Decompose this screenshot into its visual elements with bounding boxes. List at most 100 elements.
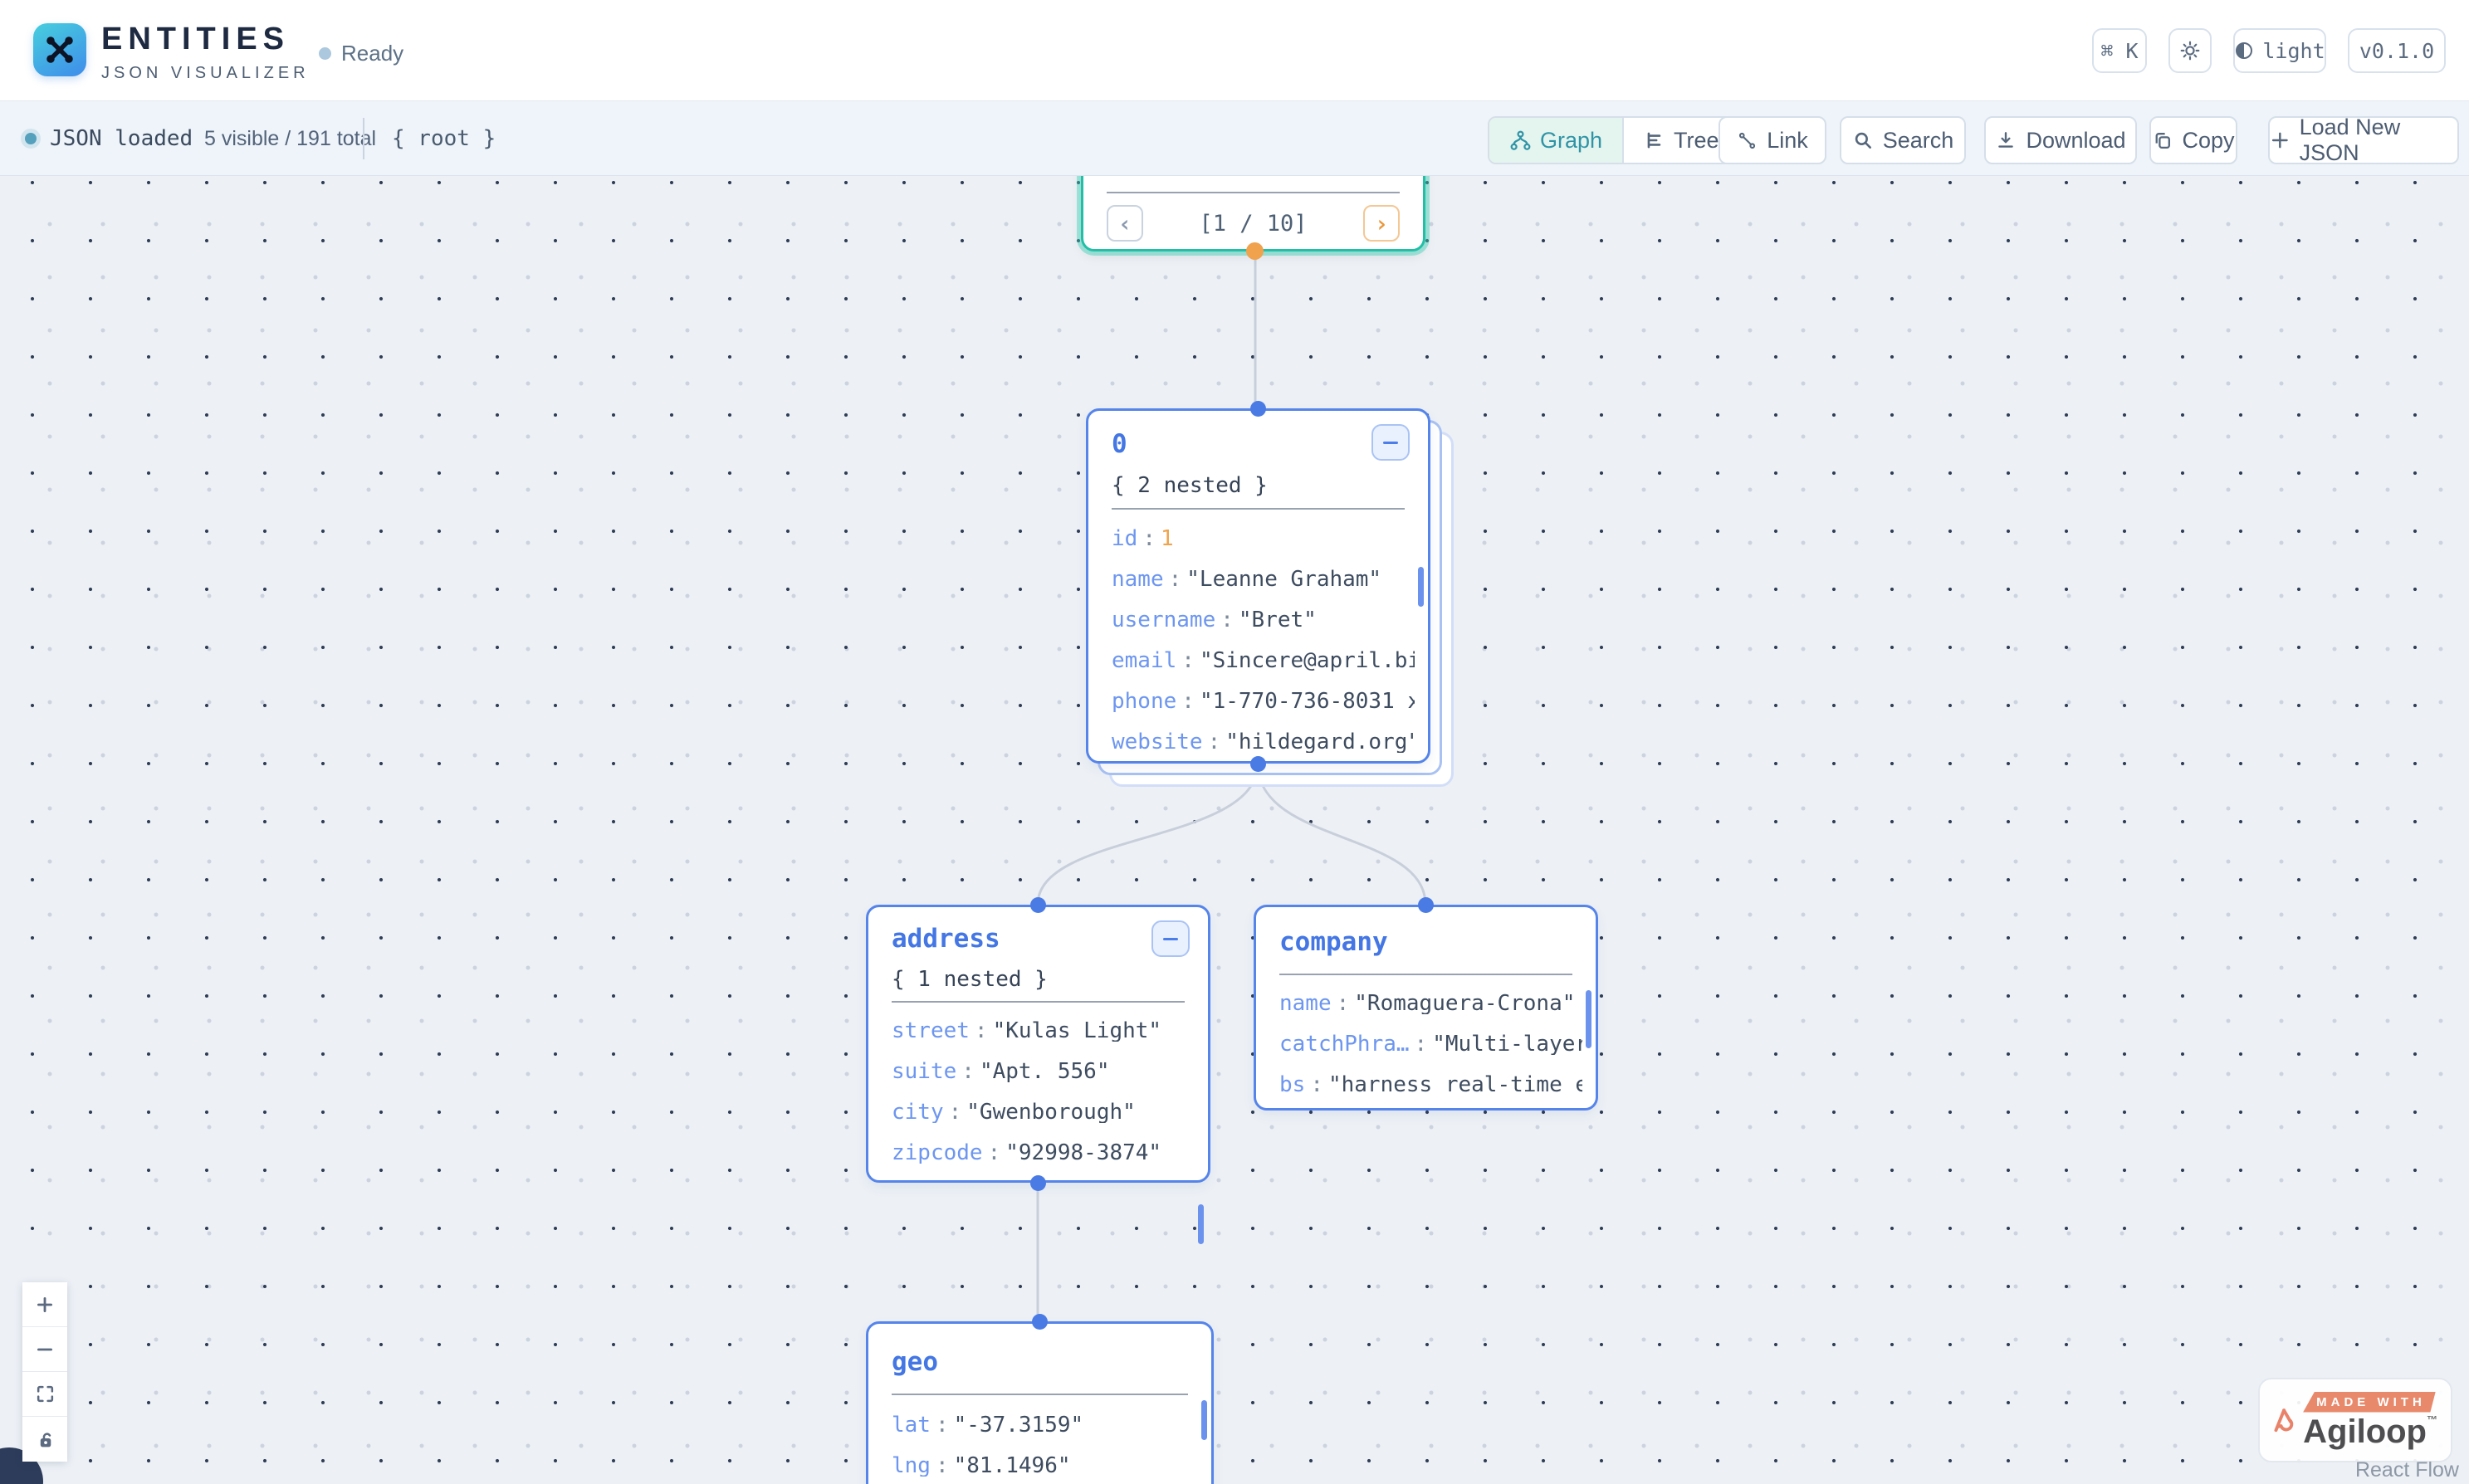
minus-icon (1163, 937, 1178, 940)
chevron-left-icon: ‹ (1117, 209, 1132, 237)
view-mode-segmented-control: Graph Tree (1488, 116, 1741, 164)
field-row: zipcode: "92998-3874" (892, 1140, 1162, 1164)
keyboard-shortcut-button[interactable]: ⌘ K (2092, 28, 2147, 73)
field-row: bs:"harness real-time e-… (1279, 1072, 1582, 1096)
canvas-controls (22, 1282, 67, 1462)
connection-handle[interactable] (1418, 897, 1434, 913)
search-button[interactable]: Search (1840, 116, 1966, 164)
app-title: ENTITIES (101, 22, 291, 56)
graph-edges (1036, 250, 1427, 1323)
download-label: Download (2026, 127, 2126, 153)
field-row: suite: "Apt. 556" (892, 1059, 1110, 1082)
field-row: email:"Sincere@april.biz" (1112, 648, 1415, 671)
agiloop-logo-icon (2274, 1408, 2294, 1433)
made-with-ribbon: MADE WITH (2303, 1391, 2436, 1413)
minus-icon (37, 1348, 52, 1350)
version-badge: v0.1.0 (2348, 28, 2446, 73)
tree-icon (1647, 132, 1661, 149)
field-row: phone:"1-770-736-8031 x5… (1112, 689, 1415, 712)
tab-graph-view[interactable]: Graph (1489, 118, 1623, 163)
node-title: address (892, 924, 1000, 954)
connection-handle[interactable] (1246, 242, 1264, 260)
graph-node-company[interactable]: company name: "Romaguera-Crona" catchPhra… (1254, 905, 1598, 1111)
download-button[interactable]: Download (1984, 116, 2137, 164)
pagination-node[interactable]: ‹ [1 / 10] › (1081, 176, 1425, 251)
field-row: id:1 (1112, 526, 1174, 549)
json-loaded-dot (25, 133, 37, 144)
field-row: lng: "81.1496" (892, 1453, 1071, 1477)
field-row: website: "hildegard.org" (1112, 730, 1415, 753)
graph-canvas[interactable]: ‹ [1 / 10] › 0 { 2 nested } id:1 name: "L… (0, 176, 2469, 1484)
minus-icon (1383, 441, 1398, 444)
shortcut-label: ⌘ K (2100, 38, 2139, 63)
sun-icon (2180, 41, 2200, 61)
node-title: geo (892, 1347, 938, 1377)
connection-handle[interactable] (1032, 1314, 1048, 1330)
made-with-agiloop-badge[interactable]: MADE WITH Agiloop™ (2258, 1378, 2452, 1462)
connection-handle[interactable] (1030, 1175, 1046, 1191)
zoom-in-button[interactable] (22, 1282, 67, 1327)
load-new-json-button[interactable]: Load New JSON (2268, 115, 2459, 165)
connection-handle[interactable] (1250, 401, 1266, 417)
node-title: company (1279, 927, 1388, 957)
node-title: 0 (1112, 429, 1127, 459)
json-loaded-label: JSON loaded (50, 126, 193, 151)
unlock-icon (40, 1432, 51, 1447)
node-divider (1107, 192, 1400, 193)
link-button[interactable]: Link (1719, 116, 1826, 164)
toolbar-divider (363, 118, 364, 159)
graph-tab-label: Graph (1540, 127, 1603, 153)
graph-node-address[interactable]: address { 1 nested } street: "Kulas Light… (866, 905, 1210, 1244)
pagination-prev-button[interactable]: ‹ (1107, 205, 1143, 242)
graph-icon (1510, 130, 1531, 150)
segment-divider (1622, 118, 1625, 163)
root-breadcrumb[interactable]: { root } (392, 126, 496, 151)
graph-node-geo[interactable]: geo lat: "-37.3159" lng: "81.1496" (866, 1321, 1214, 1484)
collapse-node-button[interactable] (1151, 920, 1190, 957)
copy-icon (2156, 132, 2171, 149)
version-label: v0.1.0 (2359, 38, 2435, 63)
field-row: city: "Gwenborough" (892, 1100, 1136, 1123)
pagination-label: [1 / 10] (1199, 211, 1308, 237)
nested-count: { 2 nested } (1112, 473, 1268, 498)
fit-view-icon (37, 1385, 53, 1403)
graph-node-item-0[interactable]: 0 { 2 nested } id:1 name: "Leanne Graham"… (1086, 408, 1430, 764)
theme-toggle-button[interactable]: light (2233, 28, 2326, 73)
edge-item0-to-company (1256, 762, 1427, 906)
theme-sun-button[interactable] (2168, 28, 2212, 73)
node-scrollbar[interactable] (1586, 990, 1591, 1048)
node-divider (1279, 974, 1572, 975)
node-divider (892, 1394, 1188, 1395)
lock-toggle-button[interactable] (22, 1417, 67, 1462)
connection-handle[interactable] (1030, 897, 1046, 913)
search-icon (1855, 132, 1871, 149)
react-flow-attribution[interactable]: React Flow (2354, 1458, 2459, 1482)
node-divider (1112, 508, 1405, 510)
chevron-right-icon: › (1374, 209, 1389, 237)
link-label: Link (1767, 127, 1808, 153)
tab-tree-view[interactable]: Tree (1624, 118, 1739, 163)
copy-button[interactable]: Copy (2149, 116, 2237, 164)
fit-view-button[interactable] (22, 1372, 67, 1417)
field-row: street: "Kulas Light" (892, 1018, 1162, 1042)
zoom-out-button[interactable] (22, 1327, 67, 1372)
field-row: name: "Leanne Graham" (1112, 567, 1382, 590)
collapse-node-button[interactable] (1371, 424, 1410, 461)
badge-text-block: MADE WITH Agiloop™ (2303, 1391, 2437, 1449)
network-x-icon (46, 37, 73, 63)
node-scrollbar[interactable] (1198, 1204, 1204, 1244)
download-icon (1998, 132, 2014, 148)
field-row: name: "Romaguera-Crona" (1279, 991, 1576, 1014)
app-subtitle: JSON VISUALIZER (101, 64, 310, 82)
pagination-next-button[interactable]: › (1363, 205, 1400, 242)
field-row: username: "Bret" (1112, 608, 1317, 631)
connection-handle[interactable] (1250, 756, 1266, 772)
brand-block: ENTITIES JSON VISUALIZER (101, 22, 310, 83)
copy-label: Copy (2182, 127, 2235, 153)
node-scrollbar[interactable] (1418, 567, 1424, 607)
nested-count: { 1 nested } (892, 967, 1048, 992)
half-circle-icon (2236, 42, 2253, 59)
load-new-json-label: Load New JSON (2299, 115, 2401, 165)
node-scrollbar[interactable] (1201, 1400, 1207, 1440)
status-indicator: Ready (319, 41, 403, 66)
